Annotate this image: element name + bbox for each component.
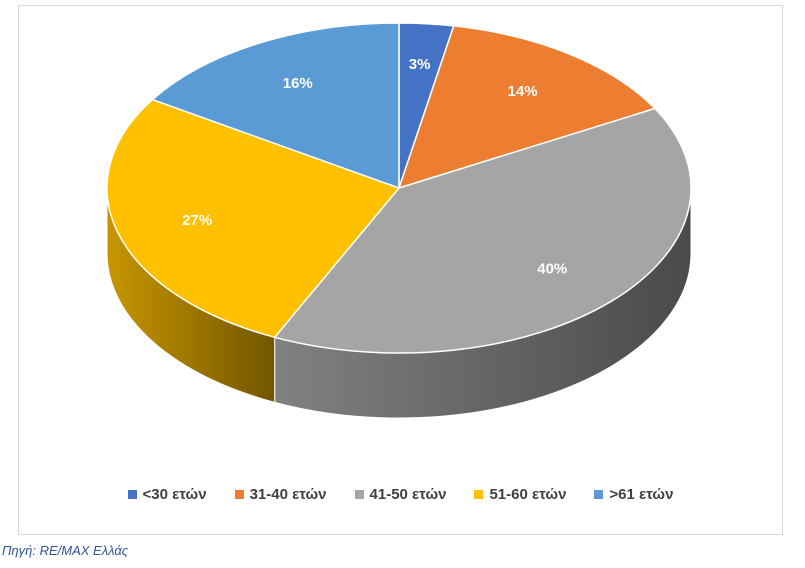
data-label-3: 27%	[182, 212, 212, 229]
legend-label-2: 41-50 ετών	[369, 486, 447, 503]
data-label-1: 14%	[508, 83, 538, 100]
legend-label-3: 51-60 ετών	[489, 486, 567, 503]
legend-label-0: <30 ετών	[142, 486, 207, 503]
pie-chart: 3% 14% 40% 27% 16%	[106, 22, 692, 419]
legend-swatch-4	[594, 490, 604, 499]
data-label-4: 16%	[283, 75, 313, 92]
pie-slice-3	[106, 98, 401, 339]
legend: <30 ετών 31-40 ετών 41-50 ετών 51-60 ετών >6…	[19, 486, 782, 503]
data-label-0: 3%	[409, 56, 431, 73]
legend-label-4: >61 ετών	[609, 486, 674, 503]
legend-item-3: 51-60 ετών	[474, 486, 566, 503]
legend-item-1: 31-40 ετών	[234, 486, 327, 503]
source-note: Πηγή: RE/MAX Ελλάς	[2, 543, 129, 558]
chart-frame: Ηλικιακό προφίλ 3%14%40%27%16% <30 ετών3…	[18, 5, 783, 535]
legend-item-4: >61 ετών	[594, 486, 673, 503]
legend-swatch-2	[354, 490, 364, 499]
pie-slice-2	[273, 107, 692, 354]
legend-item-0: <30 ετών	[127, 486, 207, 503]
legend-label-1: 31-40 ετών	[249, 486, 327, 503]
legend-swatch-0	[127, 490, 137, 499]
pie-slice-1	[397, 25, 657, 190]
legend-swatch-1	[234, 490, 244, 499]
data-label-2: 40%	[537, 260, 567, 277]
legend-swatch-3	[474, 490, 484, 499]
legend-item-2: 41-50 ετών	[354, 486, 447, 503]
pie-slice-4	[151, 22, 400, 190]
